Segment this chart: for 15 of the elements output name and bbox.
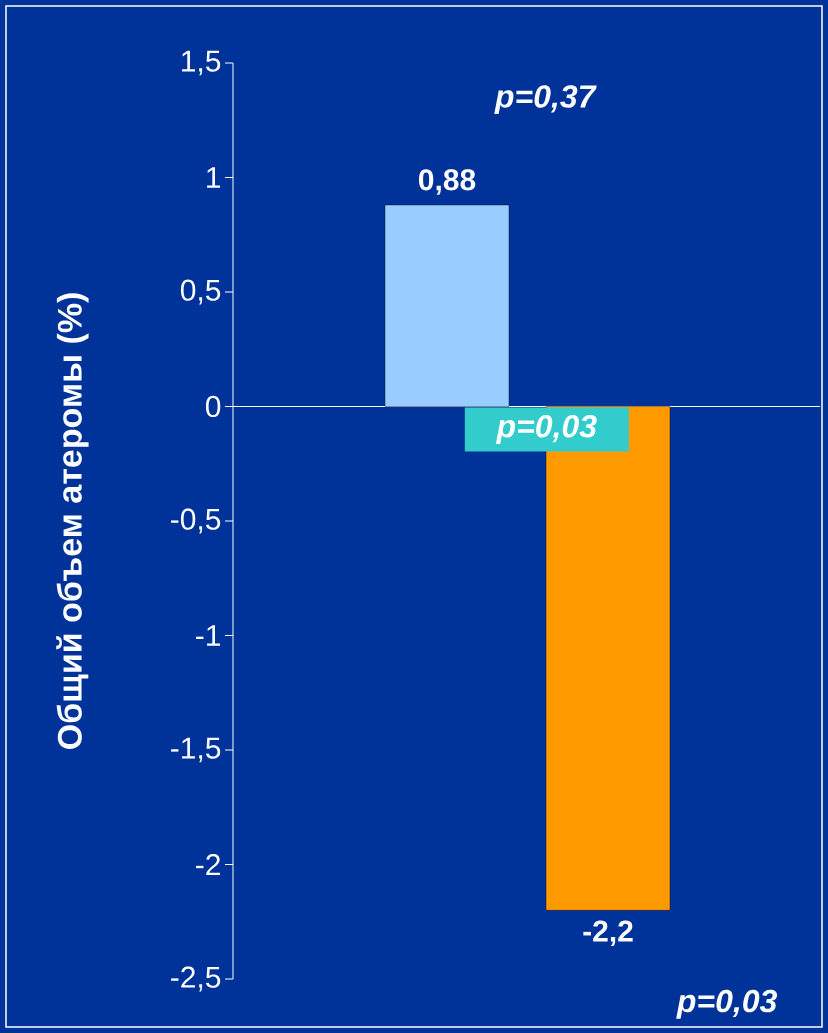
annotation: p=0,37 bbox=[494, 85, 597, 115]
y-axis-title: Общий объем атеромы (%) bbox=[56, 293, 89, 749]
annotation: p=0,03 bbox=[495, 414, 597, 444]
y-tick-label: -1 bbox=[196, 625, 221, 646]
y-tick-label: 0,5 bbox=[180, 279, 221, 305]
y-tick-label: 0 bbox=[205, 395, 221, 418]
y-tick-label: -2 bbox=[196, 854, 220, 875]
data-label: 0,88 bbox=[419, 169, 476, 195]
y-tick-label: -1,5 bbox=[171, 737, 221, 763]
y-tick-label: 1 bbox=[207, 167, 221, 188]
y-tick-label: -0,5 bbox=[171, 508, 221, 534]
y-tick-label: 1,5 bbox=[182, 50, 221, 76]
data-label: -2,2 bbox=[583, 920, 633, 947]
y-tick-label: -2,5 bbox=[171, 966, 221, 992]
text: p=0,03 bbox=[676, 989, 778, 1019]
